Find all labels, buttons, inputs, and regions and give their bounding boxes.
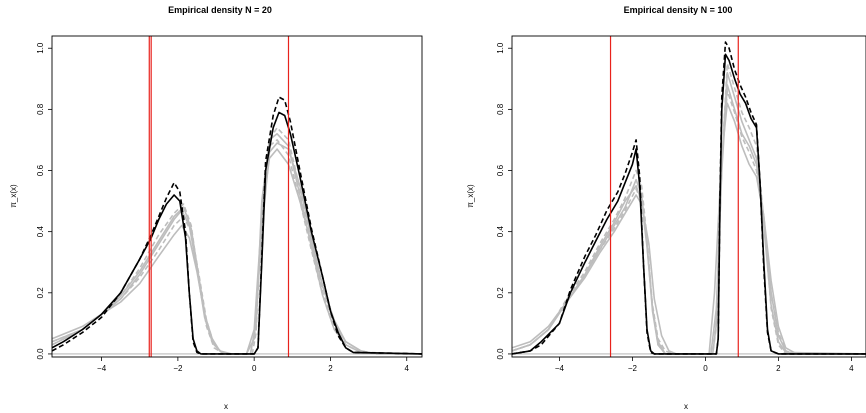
- x-tick-label: −2: [628, 364, 638, 373]
- series-line-dashed-gray: [52, 139, 422, 355]
- y-tick-label: 0.0: [496, 348, 505, 360]
- y-tick-label: 0.2: [36, 287, 45, 299]
- y-tick-label: 1.0: [36, 42, 45, 54]
- plot-frame: [51, 35, 423, 358]
- series-line-solid-black: [52, 111, 422, 355]
- x-tick-label: 0: [252, 364, 257, 373]
- x-tick-label: 2: [776, 364, 781, 373]
- series-line-solid-gray: [52, 148, 422, 355]
- y-tick-label: 1.0: [496, 42, 505, 54]
- x-tick-label: 4: [405, 364, 410, 373]
- y-tick-label: 0.0: [36, 348, 45, 360]
- x-tick-label: 0: [703, 364, 708, 373]
- plot-area: [52, 36, 422, 357]
- y-tick-label: 0.4: [496, 226, 505, 238]
- y-axis-label: π_x(x): [9, 184, 18, 208]
- series-line-dashed-gray: [512, 90, 866, 355]
- series-line-dashed-gray: [512, 62, 866, 355]
- y-axis-label: π_x(x): [466, 184, 475, 208]
- x-axis-label: x: [684, 402, 688, 411]
- y-tick-label: 0.2: [496, 287, 505, 299]
- series-line-dashed-gray: [52, 126, 422, 355]
- x-tick-label: −2: [173, 364, 183, 373]
- y-tick-label: 0.8: [496, 103, 505, 115]
- series-line-solid-gray: [512, 102, 866, 355]
- chart-title: Empirical density N = 100: [624, 5, 733, 15]
- y-tick-label: 0.8: [36, 103, 45, 115]
- series-line-solid-gray: [512, 71, 866, 355]
- series-line-solid-black: [512, 53, 866, 355]
- plot-frame: [511, 35, 866, 358]
- panel-right: Empirical density N = 100 x π_x(x) −4 −2 0…: [466, 5, 866, 411]
- x-tick-label: 4: [849, 364, 854, 373]
- series-line-dashed-black: [512, 41, 866, 355]
- y-tick-label: 0.6: [496, 164, 505, 176]
- plot-area: [512, 36, 866, 357]
- chart-title: Empirical density N = 20: [168, 5, 272, 15]
- series-line-solid-gray: [52, 133, 422, 355]
- series-line-dashed-black: [52, 96, 422, 355]
- series-line-solid-gray: [52, 142, 422, 355]
- series-line-solid-gray: [512, 84, 866, 355]
- panel-left: Empirical density N = 20 x π_x(x) −4 −2 0 2…: [9, 5, 423, 411]
- x-tick-label: 2: [328, 364, 333, 373]
- y-tick-label: 0.4: [36, 226, 45, 238]
- x-tick-label: −4: [555, 364, 565, 373]
- x-tick-label: −4: [97, 364, 107, 373]
- x-axis-label: x: [224, 402, 228, 411]
- y-tick-label: 0.6: [36, 164, 45, 176]
